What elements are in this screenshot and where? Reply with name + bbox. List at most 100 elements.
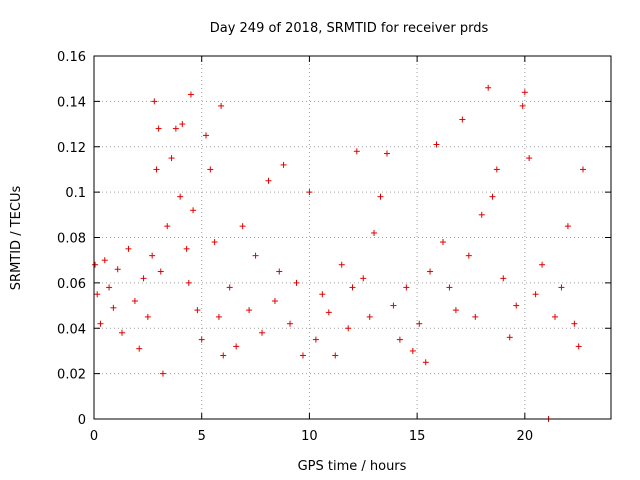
data-point — [157, 268, 164, 275]
data-point — [97, 320, 104, 327]
data-point — [519, 102, 526, 109]
data-point — [106, 284, 113, 291]
data-point — [338, 261, 345, 268]
data-point — [551, 313, 558, 320]
data-point — [383, 150, 390, 157]
data-point — [183, 245, 190, 252]
data-point — [259, 329, 266, 336]
data-point — [564, 223, 571, 230]
data-point — [136, 345, 143, 352]
data-point — [416, 320, 423, 327]
data-point — [94, 291, 101, 298]
data-point — [427, 268, 434, 275]
data-point — [153, 166, 160, 173]
data-point — [218, 102, 225, 109]
data-point — [287, 320, 294, 327]
data-point — [155, 125, 162, 132]
data-point — [575, 343, 582, 350]
data-point — [144, 313, 151, 320]
data-point — [151, 98, 158, 105]
data-point — [187, 91, 194, 98]
data-point — [452, 307, 459, 314]
y-tick-label: 0.16 — [57, 50, 86, 65]
y-tick-label: 0.14 — [57, 95, 86, 110]
data-point — [276, 268, 283, 275]
data-point — [299, 352, 306, 359]
data-point — [472, 313, 479, 320]
data-point — [579, 166, 586, 173]
data-point — [526, 155, 533, 162]
x-tick-label: 20 — [517, 429, 534, 444]
data-point — [332, 352, 339, 359]
y-tick-label: 0.08 — [57, 232, 86, 247]
data-point — [211, 239, 218, 246]
data-point — [493, 166, 500, 173]
y-tick-label: 0.06 — [57, 277, 86, 292]
x-axis-title: GPS time / hours — [298, 459, 407, 474]
data-point — [478, 211, 485, 218]
data-point — [306, 189, 313, 196]
data-point — [271, 298, 278, 305]
y-tick-label: 0 — [78, 413, 86, 428]
data-point — [312, 336, 319, 343]
data-point — [179, 121, 186, 128]
data-point — [233, 343, 240, 350]
data-point — [371, 229, 378, 236]
data-point — [252, 252, 259, 259]
data-point — [185, 279, 192, 286]
data-point — [377, 193, 384, 200]
data-point — [119, 329, 126, 336]
data-point — [345, 325, 352, 332]
data-point — [280, 161, 287, 168]
data-point — [125, 245, 132, 252]
chart-title: Day 249 of 2018, SRMTID for receiver prd… — [210, 21, 489, 36]
data-point — [403, 284, 410, 291]
data-point — [168, 155, 175, 162]
x-tick-label: 5 — [198, 429, 206, 444]
y-tick-label: 0.04 — [57, 322, 86, 337]
data-point — [92, 261, 99, 268]
data-point — [246, 307, 253, 314]
y-tick-label: 0.02 — [57, 368, 86, 383]
data-point — [101, 257, 108, 264]
data-point — [190, 207, 197, 214]
data-point — [489, 193, 496, 200]
data-point — [465, 252, 472, 259]
y-tick-label: 0.12 — [57, 141, 86, 156]
data-point — [293, 279, 300, 286]
data-point — [226, 284, 233, 291]
data-point — [172, 125, 179, 132]
data-point — [422, 359, 429, 366]
data-point — [390, 302, 397, 309]
data-point — [396, 336, 403, 343]
data-point — [366, 313, 373, 320]
data-point — [500, 275, 507, 282]
data-point — [194, 307, 201, 314]
data-point — [114, 266, 121, 273]
data-point — [220, 352, 227, 359]
x-tick-label: 0 — [90, 429, 98, 444]
x-tick-label: 10 — [301, 429, 318, 444]
data-point — [506, 334, 513, 341]
data-point — [409, 347, 416, 354]
data-point — [433, 141, 440, 148]
data-point — [513, 302, 520, 309]
data-point — [558, 284, 565, 291]
data-point — [177, 193, 184, 200]
data-point — [164, 223, 171, 230]
data-point — [110, 304, 117, 311]
data-point — [571, 320, 578, 327]
data-point — [319, 291, 326, 298]
data-point — [446, 284, 453, 291]
data-point — [349, 284, 356, 291]
y-tick-label: 0.1 — [65, 186, 86, 201]
plot-frame — [93, 55, 612, 420]
data-point — [485, 84, 492, 91]
data-point — [198, 336, 205, 343]
data-point — [203, 132, 210, 139]
data-point — [239, 223, 246, 230]
grid-lines — [94, 56, 611, 419]
y-axis-title: SRMTID / TECUs — [9, 186, 24, 291]
data-point — [265, 177, 272, 184]
